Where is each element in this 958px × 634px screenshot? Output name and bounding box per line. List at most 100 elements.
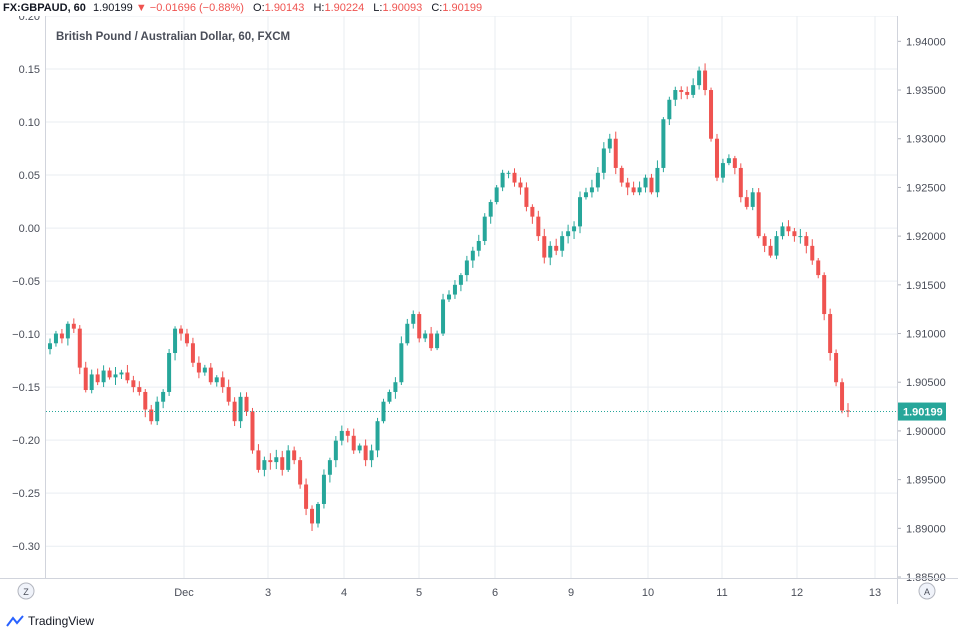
candle xyxy=(274,449,279,470)
candle-body xyxy=(274,457,279,463)
candle-body xyxy=(840,382,845,411)
candle-body xyxy=(536,216,541,237)
candle-body xyxy=(435,333,440,349)
candle-body xyxy=(351,435,356,451)
candle-body xyxy=(441,299,446,334)
candle xyxy=(452,280,457,299)
candle-body xyxy=(262,460,267,470)
candle-body xyxy=(304,484,309,509)
candle-body xyxy=(762,236,767,246)
candle xyxy=(750,187,755,211)
chart-title: British Pound / Australian Dollar, 60, F… xyxy=(56,31,290,43)
auto-scale-button[interactable]: A xyxy=(918,582,936,600)
candle-body xyxy=(173,328,178,354)
candle-body xyxy=(53,333,58,344)
candle xyxy=(208,363,213,385)
candle-body xyxy=(220,377,225,388)
candle-body xyxy=(167,353,172,392)
candle-body xyxy=(744,197,749,207)
candle-body xyxy=(65,323,70,339)
right-axis-tick: 1.89000 xyxy=(906,523,946,535)
candle xyxy=(65,321,70,346)
left-axis-tick: −0.10 xyxy=(12,329,40,341)
candle-body xyxy=(506,172,511,174)
candle xyxy=(583,187,588,200)
candle-body xyxy=(429,333,434,349)
candle xyxy=(441,293,446,336)
candle xyxy=(447,290,451,303)
candle-body xyxy=(327,460,332,475)
symbol-name[interactable]: FX:GBPAUD, 60 xyxy=(3,2,86,14)
candle-body xyxy=(202,367,207,373)
candle xyxy=(613,131,618,175)
candle-body xyxy=(381,401,386,422)
left-axis-tick: −0.25 xyxy=(12,488,40,500)
candle-body xyxy=(250,411,255,451)
candle xyxy=(804,231,809,254)
candle xyxy=(280,450,285,476)
candle-body xyxy=(822,275,827,315)
time-axis-tick: Dec xyxy=(174,587,194,599)
candle xyxy=(399,336,404,386)
candle-body xyxy=(655,167,660,193)
candle xyxy=(369,444,374,468)
candle xyxy=(822,272,827,321)
tradingview-brand[interactable]: TradingView xyxy=(6,612,94,630)
chart-area[interactable]: 0.20 0.15 0.10 0.05 0.00 −0.05 −0.10 −0.15 −0.20… xyxy=(0,11,958,604)
candle xyxy=(286,445,291,472)
candle xyxy=(310,505,315,531)
candle xyxy=(137,381,142,396)
candle-body xyxy=(208,367,213,383)
candle xyxy=(732,155,737,175)
candle-body xyxy=(333,440,338,461)
candle-body xyxy=(643,177,648,188)
candle xyxy=(560,231,565,257)
price-chart[interactable]: 0.20 0.15 0.10 0.05 0.00 −0.05 −0.10 −0.15 −0.20… xyxy=(0,11,958,604)
time-axis-tick: 12 xyxy=(791,587,803,599)
candle xyxy=(59,328,64,344)
right-axis-tick: 1.90500 xyxy=(906,377,946,389)
candle-body xyxy=(411,314,416,324)
candle xyxy=(786,220,791,237)
candle-body xyxy=(709,90,714,139)
candle xyxy=(792,227,797,242)
candle-body xyxy=(226,387,231,402)
candle xyxy=(667,96,672,126)
candle xyxy=(494,184,499,205)
candle-body xyxy=(107,370,112,378)
candle-body xyxy=(268,460,273,463)
candle xyxy=(375,417,380,458)
candle-body xyxy=(685,91,690,95)
candle xyxy=(149,404,154,425)
candle xyxy=(840,378,845,414)
candle xyxy=(506,170,511,179)
left-axis-tick: −0.05 xyxy=(12,276,40,288)
candle xyxy=(48,338,52,355)
candle xyxy=(548,241,553,266)
candle xyxy=(649,173,654,195)
candle-body xyxy=(518,182,523,188)
candle xyxy=(512,168,517,187)
candle-body xyxy=(560,236,565,251)
candle xyxy=(846,403,850,418)
candle-body xyxy=(423,333,428,339)
candle xyxy=(756,188,761,239)
candle-body xyxy=(369,450,374,461)
candle-body xyxy=(726,158,731,164)
candle-body xyxy=(196,362,201,373)
candle-body xyxy=(720,163,725,178)
candle xyxy=(292,446,297,465)
tradingview-logo-icon xyxy=(6,615,24,627)
candle-body xyxy=(315,503,320,524)
candle xyxy=(816,258,821,279)
time-axis-tick: 11 xyxy=(716,587,727,599)
time-axis-tick: 4 xyxy=(341,587,347,599)
candle xyxy=(411,310,416,329)
candle xyxy=(714,133,719,182)
zoom-button[interactable]: Z xyxy=(17,582,35,600)
candle-body xyxy=(601,148,606,173)
candle-body xyxy=(714,138,719,178)
candle xyxy=(89,369,94,394)
low-value: 1.90093 xyxy=(382,2,423,14)
last-price-label: 1.90199 xyxy=(903,407,943,419)
